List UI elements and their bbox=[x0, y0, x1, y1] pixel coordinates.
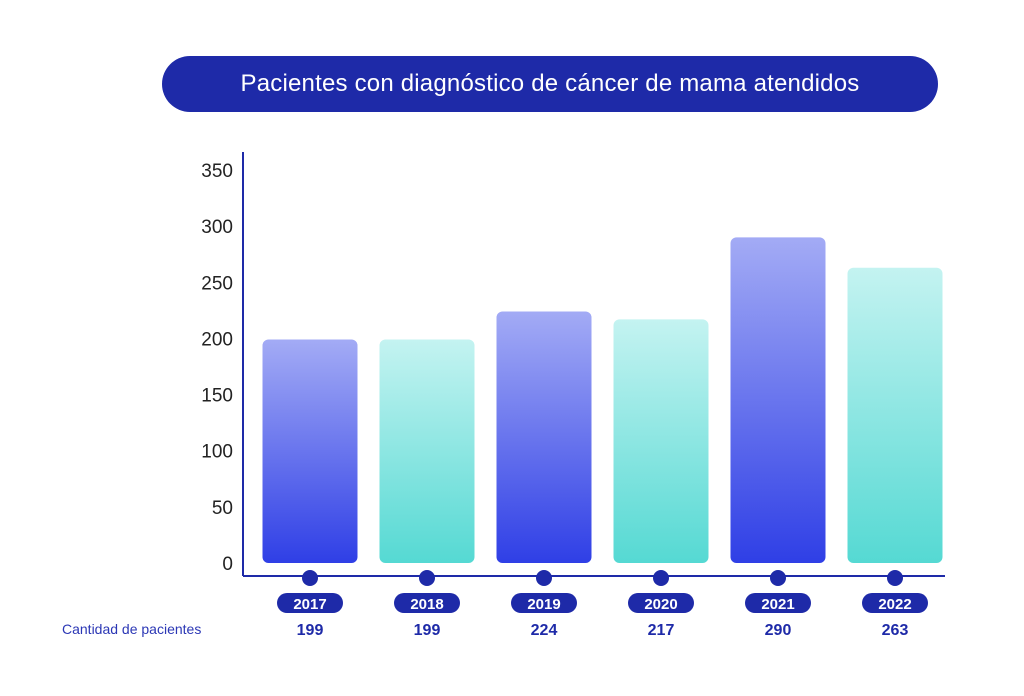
year-pill bbox=[745, 593, 811, 613]
year-pill bbox=[628, 593, 694, 613]
x-axis-labels: 2017 199 2018 199 2019 224 2020 217 2021 290 2022 2… bbox=[277, 570, 928, 639]
x-tick-marker bbox=[653, 570, 669, 586]
x-tick-marker bbox=[419, 570, 435, 586]
y-tick-label: 300 bbox=[201, 217, 233, 238]
row-label-cantidad: Cantidad de pacientes bbox=[62, 621, 202, 637]
y-tick-label: 100 bbox=[201, 442, 233, 463]
x-tick-label-2020: 2020 bbox=[644, 596, 677, 613]
x-tick-label-2018: 2018 bbox=[410, 596, 443, 613]
x-tick-marker bbox=[302, 570, 318, 586]
x-tick-label-2019: 2019 bbox=[527, 596, 560, 613]
x-tick-marker bbox=[770, 570, 786, 586]
bar-2017 bbox=[262, 339, 358, 563]
value-label-2021: 290 bbox=[765, 622, 792, 639]
y-tick-label: 350 bbox=[201, 161, 233, 182]
value-label-2020: 217 bbox=[648, 622, 675, 639]
year-pill bbox=[394, 593, 460, 613]
year-pill bbox=[862, 593, 928, 613]
y-tick-label: 0 bbox=[222, 554, 233, 575]
bar-2021 bbox=[730, 237, 826, 563]
chart-title-pill: Pacientes con diagnóstico de cáncer de m… bbox=[162, 56, 938, 112]
x-tick-label-2017: 2017 bbox=[293, 596, 326, 613]
year-pill bbox=[277, 593, 343, 613]
x-tick-marker bbox=[536, 570, 552, 586]
y-tick-label: 150 bbox=[201, 386, 233, 407]
bar-2018 bbox=[379, 339, 475, 563]
value-label-2019: 224 bbox=[531, 622, 558, 639]
year-pill bbox=[511, 593, 577, 613]
bar-2019 bbox=[496, 311, 592, 563]
y-axis-ticks: 0 50 100 150 200 250 300 350 bbox=[201, 161, 233, 575]
chart-title: Pacientes con diagnóstico de cáncer de m… bbox=[240, 70, 860, 97]
y-tick-label: 200 bbox=[201, 329, 233, 350]
y-tick-label: 50 bbox=[212, 498, 233, 519]
x-tick-label-2021: 2021 bbox=[761, 596, 794, 613]
value-label-2022: 263 bbox=[882, 622, 909, 639]
x-tick-marker bbox=[887, 570, 903, 586]
y-tick-label: 250 bbox=[201, 273, 233, 294]
value-label-2017: 199 bbox=[297, 622, 324, 639]
x-tick-label-2022: 2022 bbox=[878, 596, 911, 613]
value-label-2018: 199 bbox=[414, 622, 441, 639]
bar-2020 bbox=[613, 319, 709, 563]
bars bbox=[262, 237, 943, 563]
bar-2022 bbox=[847, 267, 943, 563]
